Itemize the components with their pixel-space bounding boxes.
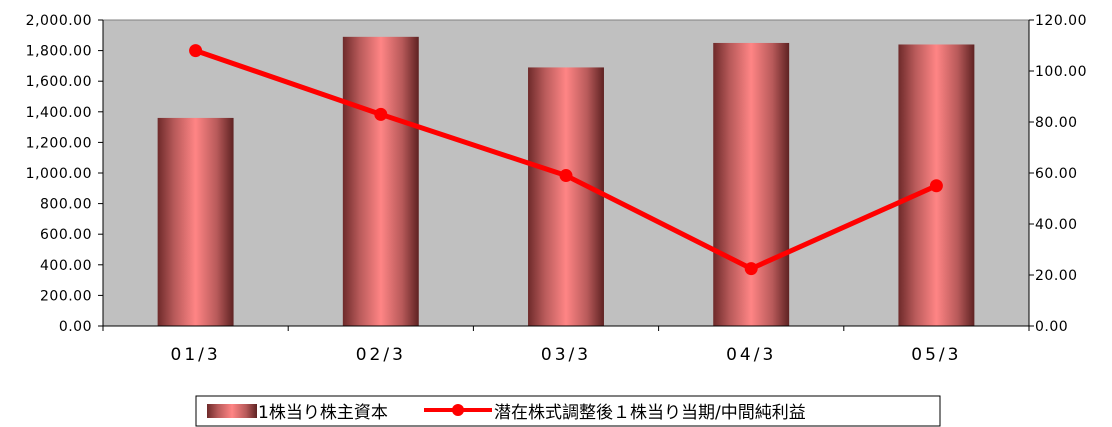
x-tick-label: 04/3: [726, 345, 776, 365]
y-tick-label-right: 80.00: [1035, 115, 1078, 131]
y-tick-label-left: 1,800.00: [26, 44, 92, 60]
y-tick-label-right: 60.00: [1035, 166, 1078, 182]
legend: 1株当り株主資本 潜在株式調整後１株当り当期/中間純利益: [195, 395, 941, 427]
legend-label-line: 潜在株式調整後１株当り当期/中間純利益: [494, 403, 806, 423]
y-tick-label-right: 120.00: [1035, 13, 1087, 29]
legend-box: [195, 395, 941, 427]
line-point: [374, 107, 388, 121]
line-layer: [189, 44, 943, 276]
x-tick-label: 02/3: [356, 345, 406, 365]
line-point: [929, 179, 943, 193]
legend-label-bar: 1株当り株主資本: [258, 403, 388, 423]
y-tick-label-left: 1,000.00: [26, 166, 92, 182]
bar: [157, 117, 234, 326]
line-point: [189, 44, 203, 58]
bar: [713, 42, 790, 326]
x-tick-label: 03/3: [541, 345, 591, 365]
y-tick-label-left: 1,600.00: [26, 74, 92, 90]
y-tick-label-left: 400.00: [40, 258, 92, 274]
y-tick-label-left: 1,400.00: [26, 105, 92, 121]
y-tick-label-right: 40.00: [1035, 217, 1078, 233]
y-tick-label-right: 0.00: [1035, 319, 1068, 335]
y-tick-label-left: 800.00: [40, 197, 92, 213]
y-tick-label-left: 0.00: [59, 319, 92, 335]
line-point: [559, 169, 573, 183]
line-point: [744, 262, 758, 276]
axes-layer: 0.00 200.00 400.00 600.00 800.00 1,000.00 1,20…: [26, 13, 1087, 365]
y-tick-label-left: 2,000.00: [26, 13, 92, 29]
y-tick-label-left: 600.00: [40, 227, 92, 243]
x-tick-label: 01/3: [171, 345, 221, 365]
y-tick-label-left: 1,200.00: [26, 135, 92, 151]
y-tick-label-left: 200.00: [40, 288, 92, 304]
y-tick-label-right: 20.00: [1035, 268, 1078, 284]
y-tick-label-right: 100.00: [1035, 64, 1087, 80]
x-tick-label: 05/3: [911, 345, 961, 365]
bar: [528, 67, 604, 327]
bars-layer: [157, 36, 975, 327]
legend-line-marker: [452, 404, 464, 416]
bar: [342, 36, 419, 326]
legend-bar-swatch: [207, 404, 257, 418]
